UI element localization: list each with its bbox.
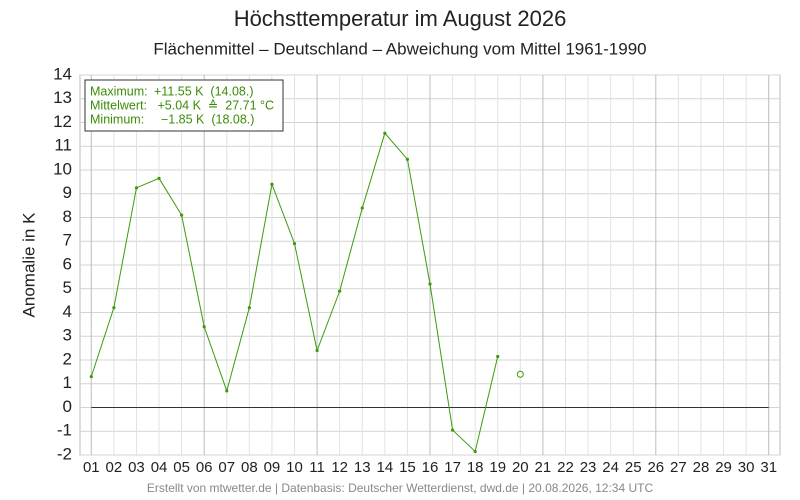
y-tick-label: 2 [63,349,72,368]
data-point [157,176,161,180]
info-box [84,79,284,132]
y-tick-label: 13 [53,88,72,107]
data-point [360,206,364,210]
x-tick-label: 06 [196,459,213,476]
x-tick-label: 05 [173,459,190,476]
x-tick-label: 19 [489,459,506,476]
info-label: Maximum: [90,84,148,98]
x-tick-label: 21 [535,459,552,476]
y-tick-label: 10 [53,159,72,178]
y-tick-label: 6 [63,254,72,273]
x-tick-label: 12 [331,459,348,476]
info-label: Mittelwert: [90,98,147,112]
x-tick-label: 26 [647,459,664,476]
data-point [202,325,206,329]
data-point [428,282,432,286]
data-point [450,428,455,432]
grid [79,74,781,456]
y-tick-label: 12 [53,112,72,131]
x-tick-label: 01 [83,459,100,476]
data-point [496,354,500,359]
x-tick-label: 25 [625,459,642,476]
data-point [225,389,229,393]
y-tick-label: -1 [57,421,72,440]
info-label: Minimum: [90,112,144,126]
x-tick-label: 16 [422,459,439,476]
y-tick-label: 4 [63,302,72,321]
x-tick-label: 29 [715,459,732,476]
x-tick-label: 09 [264,459,281,476]
data-point [338,289,342,293]
x-tick-label: 17 [444,459,461,476]
x-tick-label: 18 [467,459,484,476]
data-point [383,131,387,135]
data-point [473,449,477,454]
y-axis-label: Anomalie in K [19,212,38,318]
y-tick-label: 5 [63,278,72,297]
chart-subtitle: Flächenmittel – Deutschland – Abweichung… [153,39,646,58]
y-tick-label: -2 [57,444,72,463]
y-tick-label: 0 [63,397,72,416]
info-value: +11.55 K (14.08.) [154,84,254,98]
x-tick-label: 24 [602,459,619,476]
x-tick-label: 13 [354,459,371,476]
x-tick-label: 02 [106,459,123,476]
x-tick-label: 27 [670,459,687,476]
y-tick-label: 11 [54,136,72,155]
x-tick-label: 30 [738,459,755,476]
x-tick-label: 23 [580,459,597,476]
data-point [180,213,184,217]
chart-title: Höchsttemperatur im August 2026 [234,6,567,31]
x-tick-label: 10 [286,459,303,476]
x-tick-label: 15 [399,459,416,476]
x-tick-label: 20 [512,459,529,476]
x-tick-label: 04 [151,459,168,476]
x-tick-label: 14 [376,459,393,476]
data-point [315,348,319,353]
plot: Maximum: +11.55 K (14.08.) Mittelwert: +5.… [84,79,524,454]
y-tick-label: 14 [53,64,72,83]
y-tick-label: 3 [63,326,72,345]
data-point [270,182,274,186]
x-tick-label: 11 [309,459,325,476]
y-tick-label: 7 [63,231,72,250]
x-tick-label: 08 [241,459,258,476]
x-tick-label: 07 [218,459,235,476]
data-point [405,157,410,161]
info-value: +5.04 K ≙ 27.71 °C [154,98,274,112]
info-value: −1.85 K (18.08.) [154,112,254,126]
footer: Erstellt von mtwetter.de | Datenbasis: D… [147,481,654,495]
y-tick-label: 8 [63,207,72,226]
data-point [134,186,139,190]
data-point [112,306,116,310]
x-tick-label: 28 [693,459,710,476]
y-tick-label: 1 [63,373,72,392]
forecast-point [516,370,524,378]
data-point [89,375,93,379]
x-tick-label: 31 [760,459,777,476]
x-tick-label: 03 [128,459,145,476]
data-point [247,306,251,310]
data-point [292,242,297,246]
x-tick-label: 22 [557,459,574,476]
y-tick-label: 9 [63,183,72,202]
